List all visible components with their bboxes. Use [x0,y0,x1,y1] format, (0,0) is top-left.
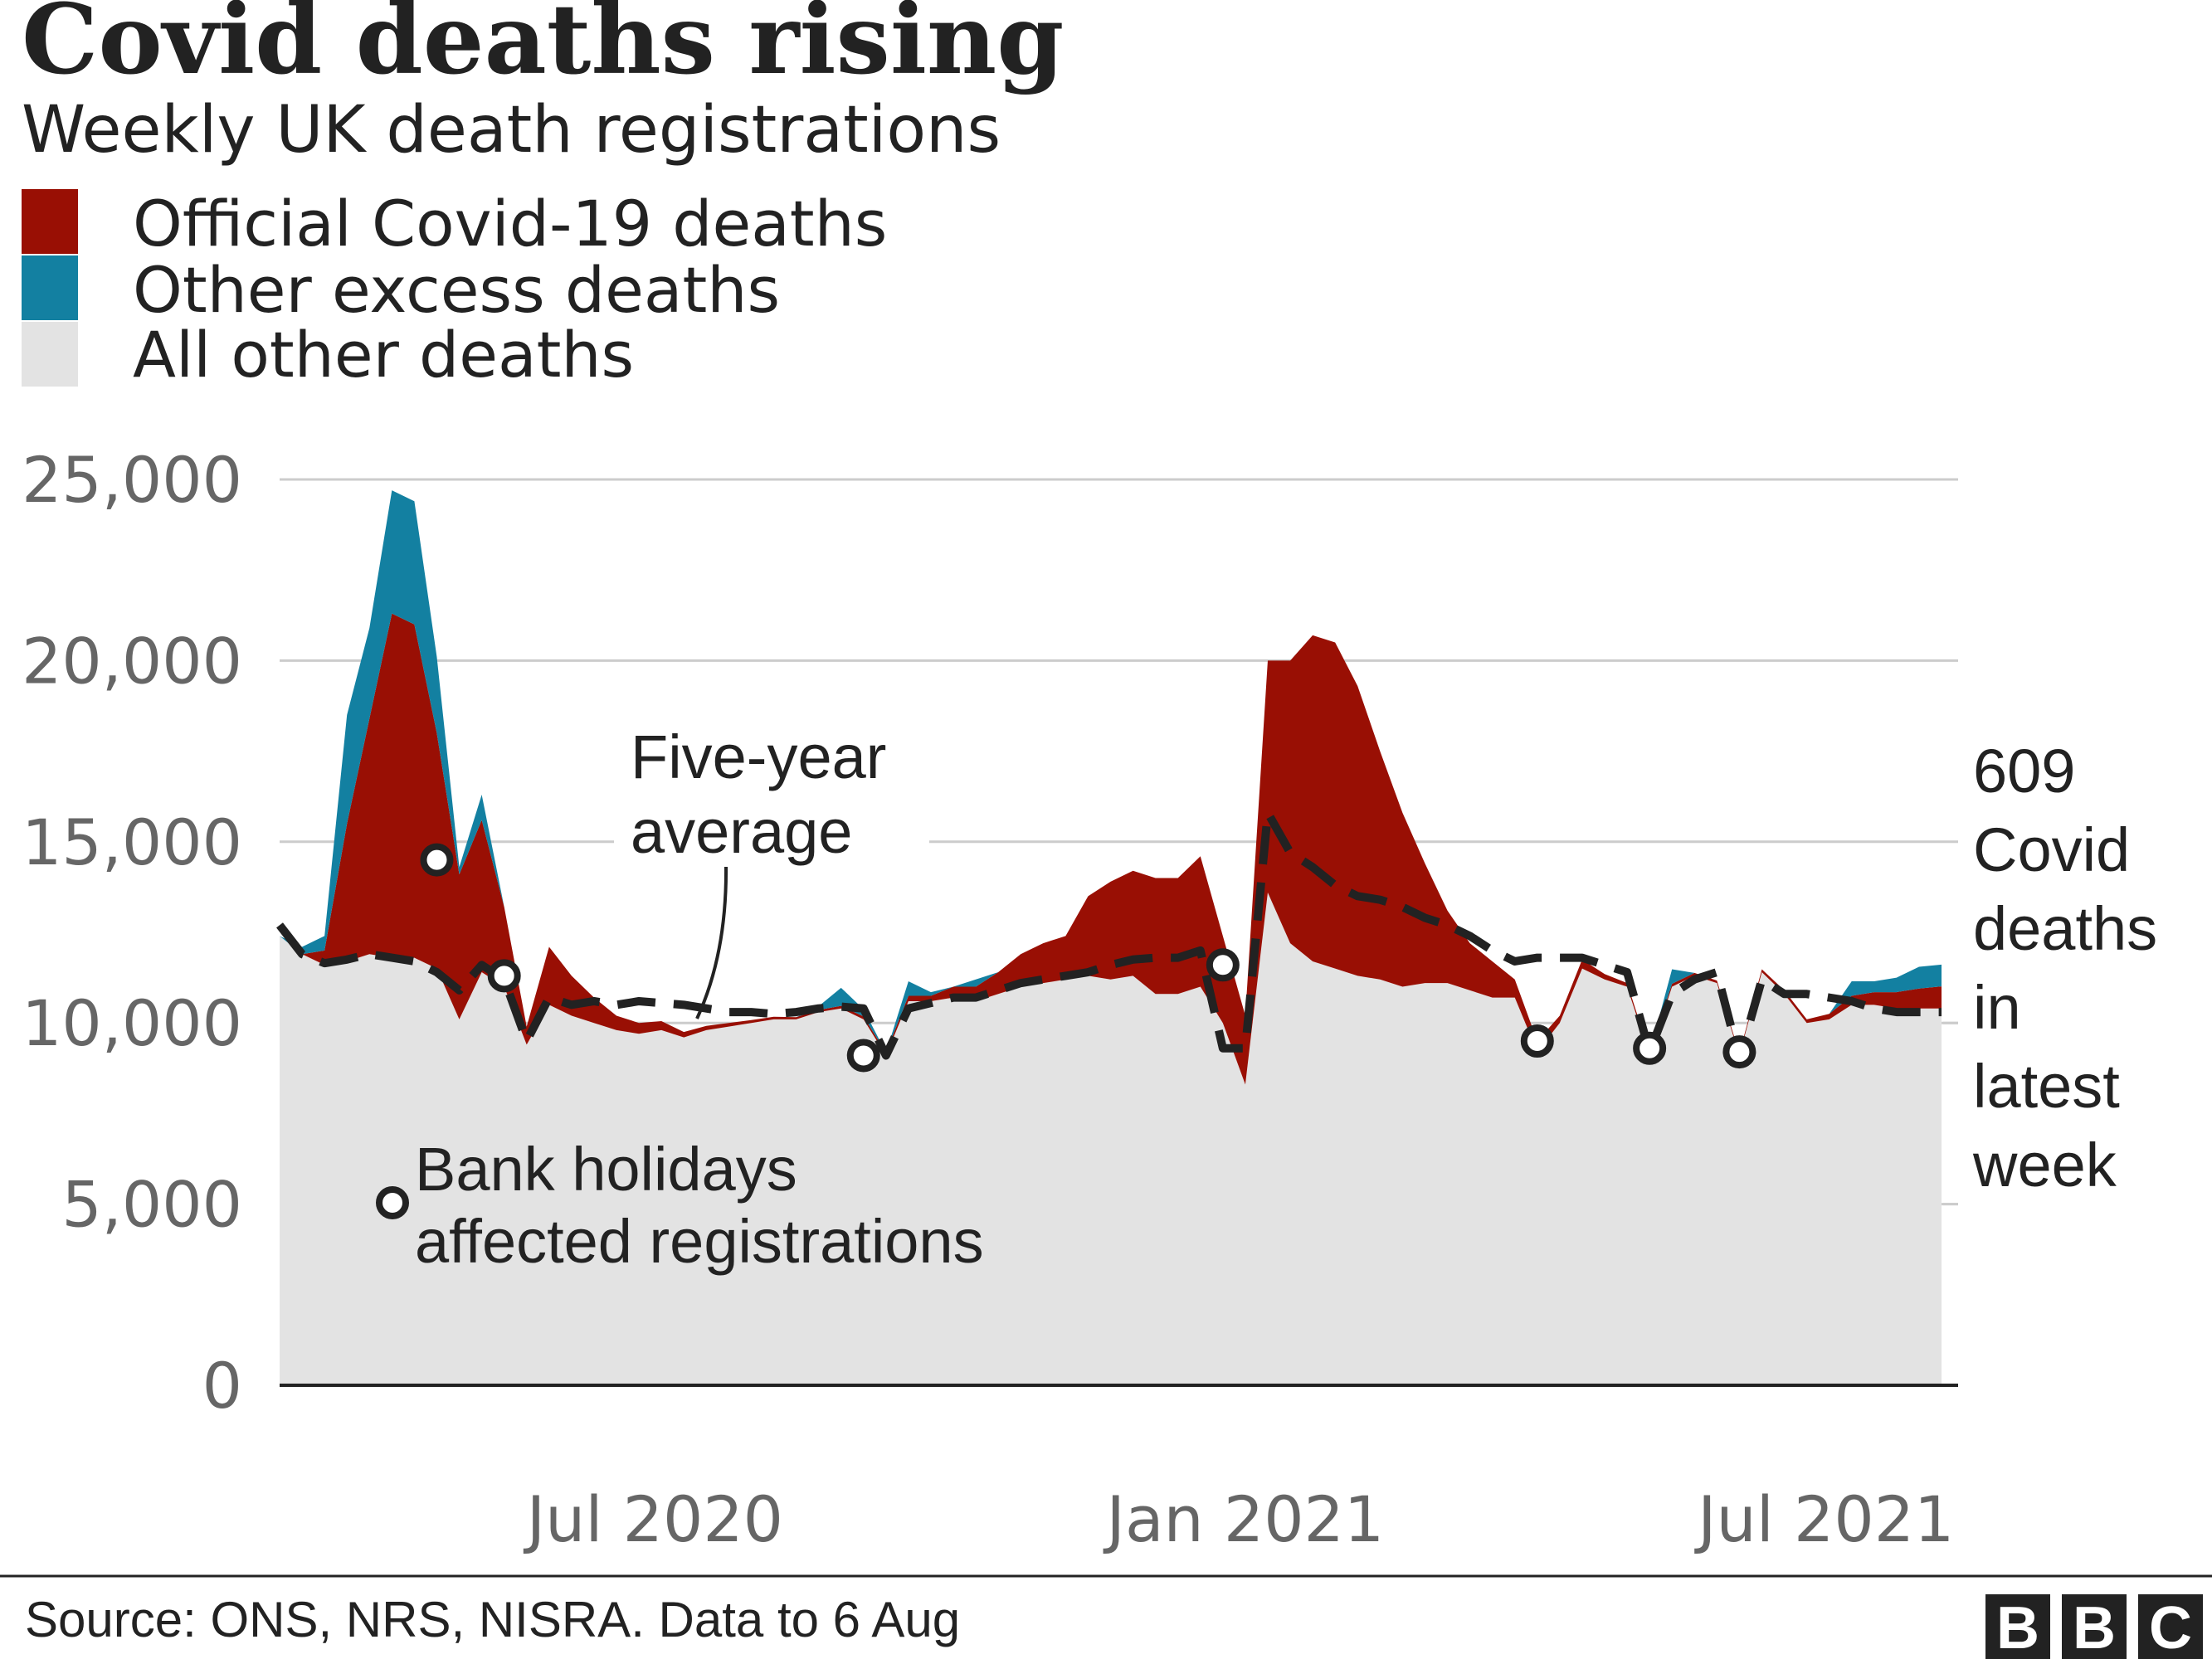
x-axis-ticks: Jul 2020 Jan 2021 Jul 2021 [524,1482,1955,1556]
legend-label-covid: Official Covid-19 deaths [133,187,887,260]
annotation-latest-line2: Covid [1973,815,2130,884]
y-tick-label: 10,000 [22,986,242,1060]
legend-swatch-covid [22,189,78,254]
bank-holiday-marker [846,1039,880,1073]
bbc-logo-letter-3: C [2149,1595,2192,1659]
annotation-latest-line6: week [1972,1131,2117,1199]
bank-holiday-marker [1520,1024,1554,1058]
bbc-logo-block-3 [2138,1594,2203,1659]
annotation-average-line2: average [631,797,852,866]
annotation-latest-line3: deaths [1973,894,2157,963]
area-all-other-deaths [280,892,1942,1385]
annotation-latest-line4: in [1973,973,2021,1042]
legend-swatch-excess [22,255,78,320]
chart-title: Covid deaths rising [22,0,1064,96]
bank-holiday-marker [1633,1031,1667,1065]
y-tick-label: 20,000 [22,624,242,698]
annotation-backdrop [614,722,929,875]
annotation-average-line1: Five-year [631,722,886,791]
chart-subtitle: Weekly UK death registrations [22,93,1001,168]
annotation-latest-line5: latest [1973,1052,2120,1121]
y-tick-label: 25,000 [22,443,242,517]
five-year-average-line [276,808,1942,1063]
bank-holiday-marker [420,843,454,877]
y-tick-label: 5,000 [61,1168,242,1242]
legend-label-excess: Other excess deaths [133,253,780,327]
bank-holiday-marker [1206,948,1240,982]
bbc-logo: B B C [1985,1594,2203,1659]
bbc-logo-block-1 [1985,1594,2050,1659]
annotation-latest-line1: 609 [1973,737,2075,805]
bank-holiday-marker [487,959,521,993]
bbc-logo-letter-1: B [1996,1595,2039,1659]
bank-holiday-marker [1722,1035,1756,1069]
bbc-logo-letter-2: B [2073,1595,2116,1659]
bank-holiday-markers [420,843,1756,1073]
x-tick-label: Jan 2021 [1104,1482,1385,1556]
legend: Official Covid-19 deaths Other excess de… [22,187,887,392]
y-tick-label: 0 [202,1349,242,1423]
annotation-bank-line2: affected registrations [415,1207,984,1276]
annotation-average-pointer [695,866,728,1019]
x-tick-label: Jul 2021 [1694,1482,1954,1556]
legend-label-other: All other deaths [133,318,634,392]
annotation-bank-holidays: Bank holidays affected registrations [376,1135,984,1276]
legend-swatch-other [22,322,78,387]
y-axis-ticks: 0 5,000 10,000 15,000 20,000 25,000 [22,443,242,1423]
annotation-latest-week: 609 Covid deaths in latest week [1972,737,2157,1199]
annotation-five-year-average: Five-year average [614,722,929,1019]
x-tick-label: Jul 2020 [524,1482,783,1556]
annotation-bank-holiday-marker [376,1186,409,1219]
source-text: Source: ONS, NRS, NISRA. Data to 6 Aug [25,1592,960,1647]
y-tick-label: 15,000 [22,805,242,879]
bbc-logo-block-2 [2062,1594,2127,1659]
annotation-bank-line1: Bank holidays [415,1135,797,1204]
